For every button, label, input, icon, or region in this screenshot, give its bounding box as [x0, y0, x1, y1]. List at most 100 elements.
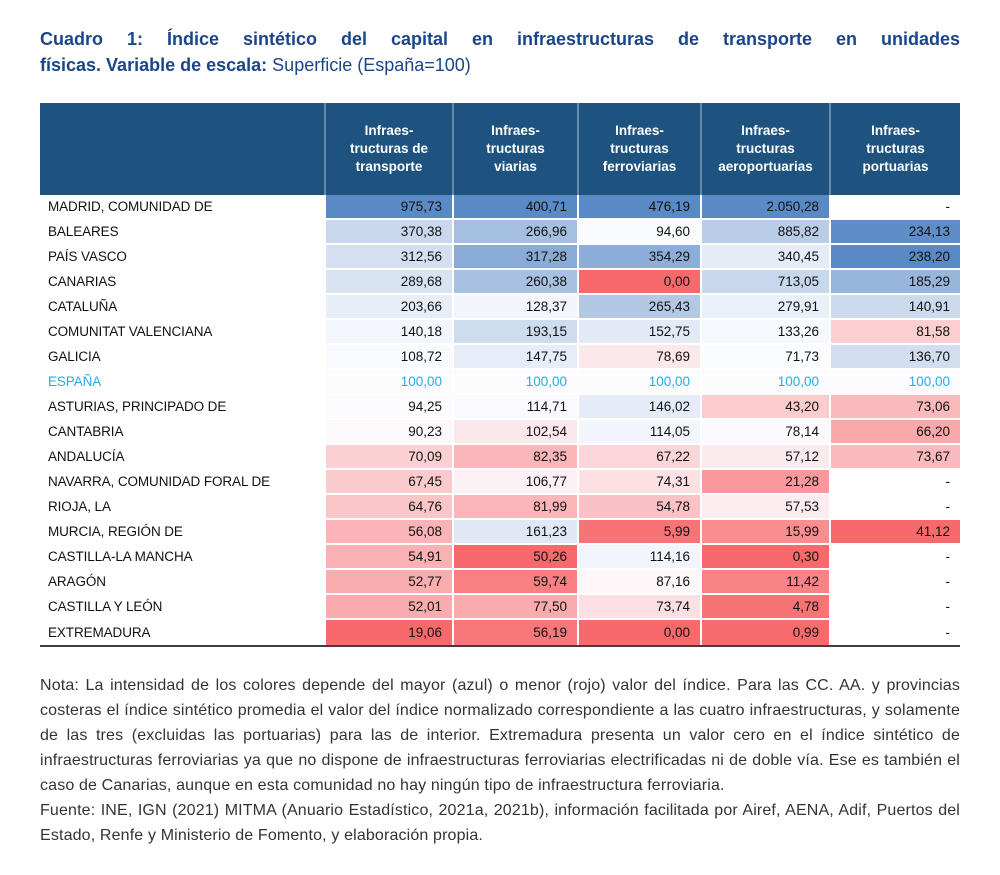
- value-cell: 312,56: [324, 245, 452, 270]
- value-cell: 289,68: [324, 270, 452, 295]
- row-label: ANDALUCÍA: [40, 445, 324, 470]
- row-label: EXTREMADURA: [40, 620, 324, 645]
- value-cell: 128,37: [452, 295, 577, 320]
- value-cell: 100,00: [829, 370, 960, 395]
- row-label: MURCIA, REGIÓN DE: [40, 520, 324, 545]
- value-cell: 185,29: [829, 270, 960, 295]
- value-cell: 136,70: [829, 345, 960, 370]
- row-label: ESPAÑA: [40, 370, 324, 395]
- value-cell: 11,42: [700, 570, 829, 595]
- value-cell: 400,71: [452, 195, 577, 220]
- row-label: MADRID, COMUNIDAD DE: [40, 195, 324, 220]
- value-cell: 66,20: [829, 420, 960, 445]
- value-cell: 260,38: [452, 270, 577, 295]
- value-cell: 56,08: [324, 520, 452, 545]
- value-cell: 52,01: [324, 595, 452, 620]
- value-cell: -: [829, 620, 960, 645]
- column-header-cell: Infraes- tructuras portuarias: [829, 103, 960, 195]
- value-cell: 238,20: [829, 245, 960, 270]
- value-cell: 82,35: [452, 445, 577, 470]
- caption-line-1: Cuadro 1: Índice sintético del capital e…: [40, 29, 960, 49]
- value-cell: 147,75: [452, 345, 577, 370]
- value-cell: 77,50: [452, 595, 577, 620]
- table-header-row: Infraes- tructuras de transporte Infraes-…: [40, 103, 960, 195]
- value-cell: 0,00: [577, 270, 700, 295]
- value-cell: 140,18: [324, 320, 452, 345]
- caption-line-2: físicas. Variable de escala: Superficie …: [40, 52, 960, 78]
- value-cell: 52,77: [324, 570, 452, 595]
- value-cell: -: [829, 495, 960, 520]
- value-cell: 4,78: [700, 595, 829, 620]
- value-cell: 265,43: [577, 295, 700, 320]
- value-cell: 73,74: [577, 595, 700, 620]
- value-cell: 108,72: [324, 345, 452, 370]
- value-cell: 140,91: [829, 295, 960, 320]
- row-label: ASTURIAS, PRINCIPADO DE: [40, 395, 324, 420]
- footnotes: Nota: La intensidad de los colores depen…: [40, 673, 960, 848]
- row-label: CANTABRIA: [40, 420, 324, 445]
- row-label: CANARIAS: [40, 270, 324, 295]
- figure-page: Cuadro 1: Índice sintético del capital e…: [40, 0, 960, 848]
- value-cell: 114,71: [452, 395, 577, 420]
- value-cell: 50,26: [452, 545, 577, 570]
- value-cell: 78,69: [577, 345, 700, 370]
- value-cell: 114,05: [577, 420, 700, 445]
- value-cell: 100,00: [700, 370, 829, 395]
- value-cell: 317,28: [452, 245, 577, 270]
- value-cell: 59,74: [452, 570, 577, 595]
- value-cell: 5,99: [577, 520, 700, 545]
- row-label: CASTILLA Y LEÓN: [40, 595, 324, 620]
- nota-text: Nota: La intensidad de los colores depen…: [40, 677, 960, 794]
- value-cell: 152,75: [577, 320, 700, 345]
- value-cell: 74,31: [577, 470, 700, 495]
- value-cell: 266,96: [452, 220, 577, 245]
- value-cell: 19,06: [324, 620, 452, 645]
- caption-line-2-bold: físicas. Variable de escala:: [40, 55, 268, 75]
- column-header-cell: Infraes- tructuras de transporte: [324, 103, 452, 195]
- caption-line-2-regular: Superficie (España=100): [272, 55, 471, 75]
- value-cell: 78,14: [700, 420, 829, 445]
- value-cell: 87,16: [577, 570, 700, 595]
- table-body: MADRID, COMUNIDAD DE 975,73 400,71 476,19 2.…: [40, 195, 960, 647]
- value-cell: 54,78: [577, 495, 700, 520]
- value-cell: 81,99: [452, 495, 577, 520]
- value-cell: 54,91: [324, 545, 452, 570]
- row-label: BALEARES: [40, 220, 324, 245]
- value-cell: 71,73: [700, 345, 829, 370]
- value-cell: 234,13: [829, 220, 960, 245]
- column-header-cell: Infraes- tructuras aeroportuarias: [700, 103, 829, 195]
- value-cell: -: [829, 195, 960, 220]
- value-cell: -: [829, 570, 960, 595]
- row-label: CASTILLA-LA MANCHA: [40, 545, 324, 570]
- value-cell: -: [829, 545, 960, 570]
- value-cell: 161,23: [452, 520, 577, 545]
- value-cell: 73,06: [829, 395, 960, 420]
- row-label: COMUNITAT VALENCIANA: [40, 320, 324, 345]
- value-cell: 114,16: [577, 545, 700, 570]
- value-cell: -: [829, 470, 960, 495]
- value-cell: 56,19: [452, 620, 577, 645]
- value-cell: 90,23: [324, 420, 452, 445]
- header-corner-cell: [40, 103, 324, 195]
- row-label: NAVARRA, COMUNIDAD FORAL DE: [40, 470, 324, 495]
- value-cell: 73,67: [829, 445, 960, 470]
- value-cell: 57,53: [700, 495, 829, 520]
- value-cell: 67,45: [324, 470, 452, 495]
- value-cell: 476,19: [577, 195, 700, 220]
- value-cell: 279,91: [700, 295, 829, 320]
- value-cell: 193,15: [452, 320, 577, 345]
- value-cell: 67,22: [577, 445, 700, 470]
- value-cell: 975,73: [324, 195, 452, 220]
- value-cell: 0,99: [700, 620, 829, 645]
- value-cell: 354,29: [577, 245, 700, 270]
- value-cell: -: [829, 595, 960, 620]
- row-label: RIOJA, LA: [40, 495, 324, 520]
- column-header-cell: Infraes- tructuras ferroviarias: [577, 103, 700, 195]
- value-cell: 370,38: [324, 220, 452, 245]
- value-cell: 57,12: [700, 445, 829, 470]
- value-cell: 102,54: [452, 420, 577, 445]
- heatmap-table: Infraes- tructuras de transporte Infraes-…: [40, 103, 960, 647]
- column-header-cell: Infraes- tructuras viarias: [452, 103, 577, 195]
- value-cell: 100,00: [452, 370, 577, 395]
- value-cell: 94,60: [577, 220, 700, 245]
